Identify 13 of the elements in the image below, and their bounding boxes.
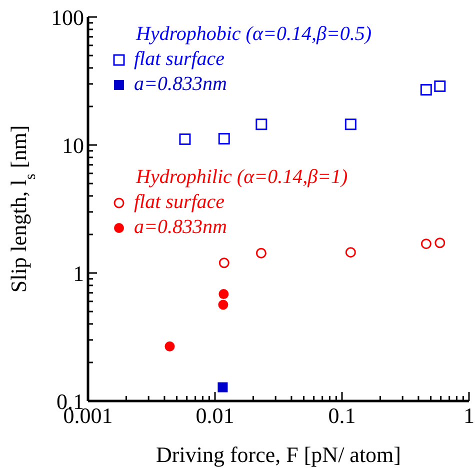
legend-label: a=0.833nm [133,72,228,97]
legend-label: flat surface [133,47,226,72]
annotation: Hydrophilic (α=0.14,β=1) [136,165,348,190]
x-tick-label: 0.01 [196,403,234,428]
y-tick-label: 1 [73,261,84,286]
x-tick-label: 1 [464,403,474,428]
legend-label: flat surface [133,190,226,215]
legend-label: a=0.833nm [133,215,228,240]
annotation: Hydrophobic (α=0.14,β=0.5) [136,22,372,47]
x-tick-label: 0.1 [328,403,356,428]
y-tick-label: 10 [62,133,84,158]
y-tick-label: 100 [51,5,84,30]
x-axis-title: Driving force, F [pN/ atom] [156,442,401,467]
